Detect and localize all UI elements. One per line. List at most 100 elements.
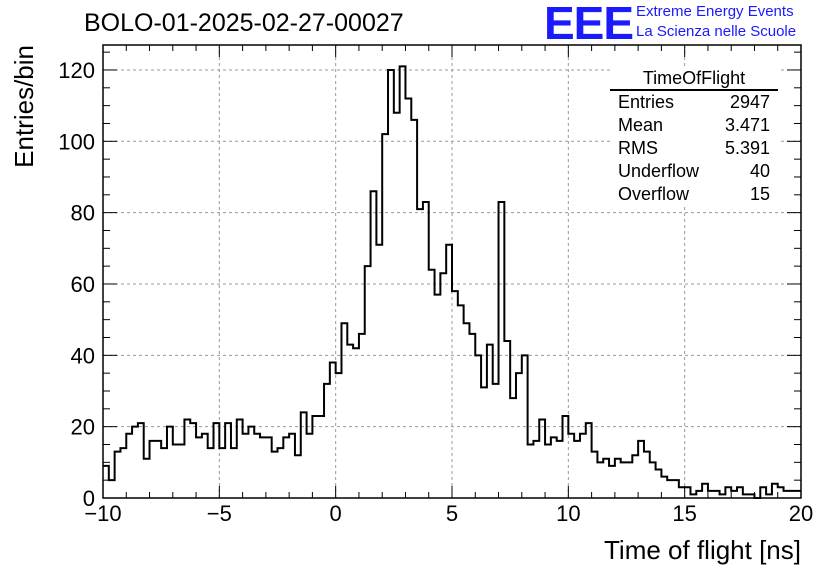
x-tick-label: −5 — [207, 501, 232, 526]
histogram-bin — [429, 270, 435, 498]
histogram-bin — [586, 423, 592, 498]
histogram-bin — [580, 434, 586, 498]
run-title: BOLO-01-2025-02-27-00027 — [84, 9, 404, 37]
histogram-bin — [237, 420, 243, 498]
histogram-bin — [714, 491, 720, 498]
histogram-bin — [301, 412, 307, 498]
y-tick-label: 20 — [71, 415, 95, 440]
stats-value: 5.391 — [724, 138, 770, 158]
histogram-bin — [109, 480, 115, 498]
y-tick-label: 80 — [71, 201, 95, 226]
histogram-bin — [312, 416, 318, 498]
brand-line-2: La Scienza nelle Scuole — [636, 23, 797, 40]
histogram-bin — [196, 437, 202, 498]
histogram-bin — [533, 441, 539, 498]
stats-value: 2947 — [729, 92, 770, 112]
histogram-bin — [417, 209, 423, 498]
histogram-bin — [644, 452, 650, 498]
y-tick-label: 100 — [58, 129, 95, 154]
histogram-bin — [376, 245, 382, 498]
histogram-bin — [365, 266, 371, 498]
histogram-bin — [446, 245, 452, 498]
histogram-bin — [208, 448, 214, 498]
histogram-bin — [359, 334, 365, 498]
histogram-bin — [219, 448, 225, 498]
stats-value: 15 — [749, 184, 770, 204]
histogram-bin — [283, 437, 289, 498]
histogram-bin — [400, 66, 406, 498]
histogram-bin — [254, 434, 260, 498]
histogram-bin — [132, 427, 138, 498]
histogram-bin — [661, 477, 667, 498]
y-tick-label: 60 — [71, 272, 95, 297]
histogram-bin — [528, 444, 534, 498]
x-tick-label: −10 — [84, 501, 121, 526]
histogram-bin — [330, 362, 336, 498]
brand-line-1: Extreme Energy Events — [636, 3, 794, 20]
histogram-bin — [341, 323, 347, 498]
histogram-bin — [184, 420, 190, 498]
stats-rows: Entries 2947 Mean 3.471 RMS 5.391 Underflow 40 O… — [610, 91, 778, 206]
x-tick-label: 5 — [446, 501, 458, 526]
histogram-bin — [103, 466, 109, 498]
stats-value: 40 — [749, 161, 770, 181]
histogram-bin — [388, 70, 394, 498]
x-tick-label: 15 — [672, 501, 696, 526]
stats-row: Mean 3.471 — [610, 114, 778, 137]
histogram-bin — [621, 462, 627, 498]
histogram-bin — [161, 448, 167, 498]
histogram-bin — [120, 448, 126, 498]
histogram-bin — [382, 134, 388, 498]
histogram-bin — [650, 462, 656, 498]
histogram-bin — [551, 437, 557, 498]
histogram-bin — [789, 491, 795, 498]
histogram-bin — [685, 487, 691, 498]
stats-row: RMS 5.391 — [610, 137, 778, 160]
histogram-bin — [731, 491, 737, 498]
histogram-bin — [289, 434, 295, 498]
histogram-bin — [260, 437, 266, 498]
histogram-bin — [795, 491, 801, 498]
stats-box: TimeOfFlight Entries 2947 Mean 3.471 RMS 5.39… — [610, 68, 778, 206]
histogram-bin — [778, 487, 784, 498]
histogram-bin — [499, 202, 505, 498]
histogram-bin — [435, 295, 441, 498]
histogram-bin — [493, 384, 499, 498]
histogram-bin — [504, 341, 510, 498]
histogram-bin — [278, 448, 284, 498]
histogram-bin — [440, 273, 446, 498]
x-tick-label: 10 — [556, 501, 580, 526]
y-axis-label: Entries/bin — [9, 45, 39, 168]
stats-value: 3.471 — [724, 115, 770, 135]
histogram-series — [103, 65, 801, 499]
x-axis-label: Time of flight [ns] — [604, 535, 801, 565]
histogram-bin — [592, 452, 598, 498]
histogram-bin — [295, 455, 301, 498]
histogram-bin — [458, 305, 464, 498]
stats-label: Underflow — [618, 161, 700, 181]
histogram-bin — [760, 487, 766, 498]
histogram-bin — [522, 355, 528, 498]
histogram-bin — [150, 441, 156, 498]
histogram-bin — [405, 99, 411, 498]
x-tick-label: 20 — [789, 501, 813, 526]
histogram-bin — [324, 384, 330, 498]
y-tick-label: 40 — [71, 343, 95, 368]
stats-label: Overflow — [618, 184, 690, 204]
histogram-bin — [772, 484, 778, 498]
stats-row: Underflow 40 — [610, 160, 778, 183]
histogram-bin — [423, 202, 429, 498]
histogram-bin — [167, 427, 173, 498]
y-tick-label: 0 — [83, 486, 95, 511]
histogram-bin — [214, 423, 220, 498]
stats-box-title: TimeOfFlight — [610, 68, 778, 91]
histogram-bin — [266, 437, 272, 498]
histogram-bin — [574, 441, 580, 498]
histogram-bin — [563, 416, 569, 498]
stats-label: Mean — [618, 115, 664, 135]
histogram-bin — [318, 416, 324, 498]
histogram-bin — [115, 452, 121, 498]
eee-logo: EEE — [544, 0, 634, 49]
histogram-bin — [225, 423, 231, 498]
stats-row: Overflow 15 — [610, 183, 778, 206]
